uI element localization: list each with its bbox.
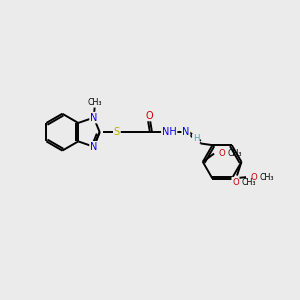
Text: N: N [90,112,98,123]
Text: NH: NH [162,127,177,137]
Text: N: N [90,142,98,152]
Text: CH₃: CH₃ [227,149,242,158]
Text: H: H [193,134,199,143]
Text: CH₃: CH₃ [241,178,256,187]
Text: O: O [146,110,153,121]
Text: CH₃: CH₃ [88,98,102,107]
Text: S: S [114,127,120,137]
Text: O: O [218,149,225,158]
Text: O: O [250,172,257,182]
Text: N: N [182,127,190,137]
Text: CH₃: CH₃ [260,172,274,182]
Text: O: O [232,178,239,187]
